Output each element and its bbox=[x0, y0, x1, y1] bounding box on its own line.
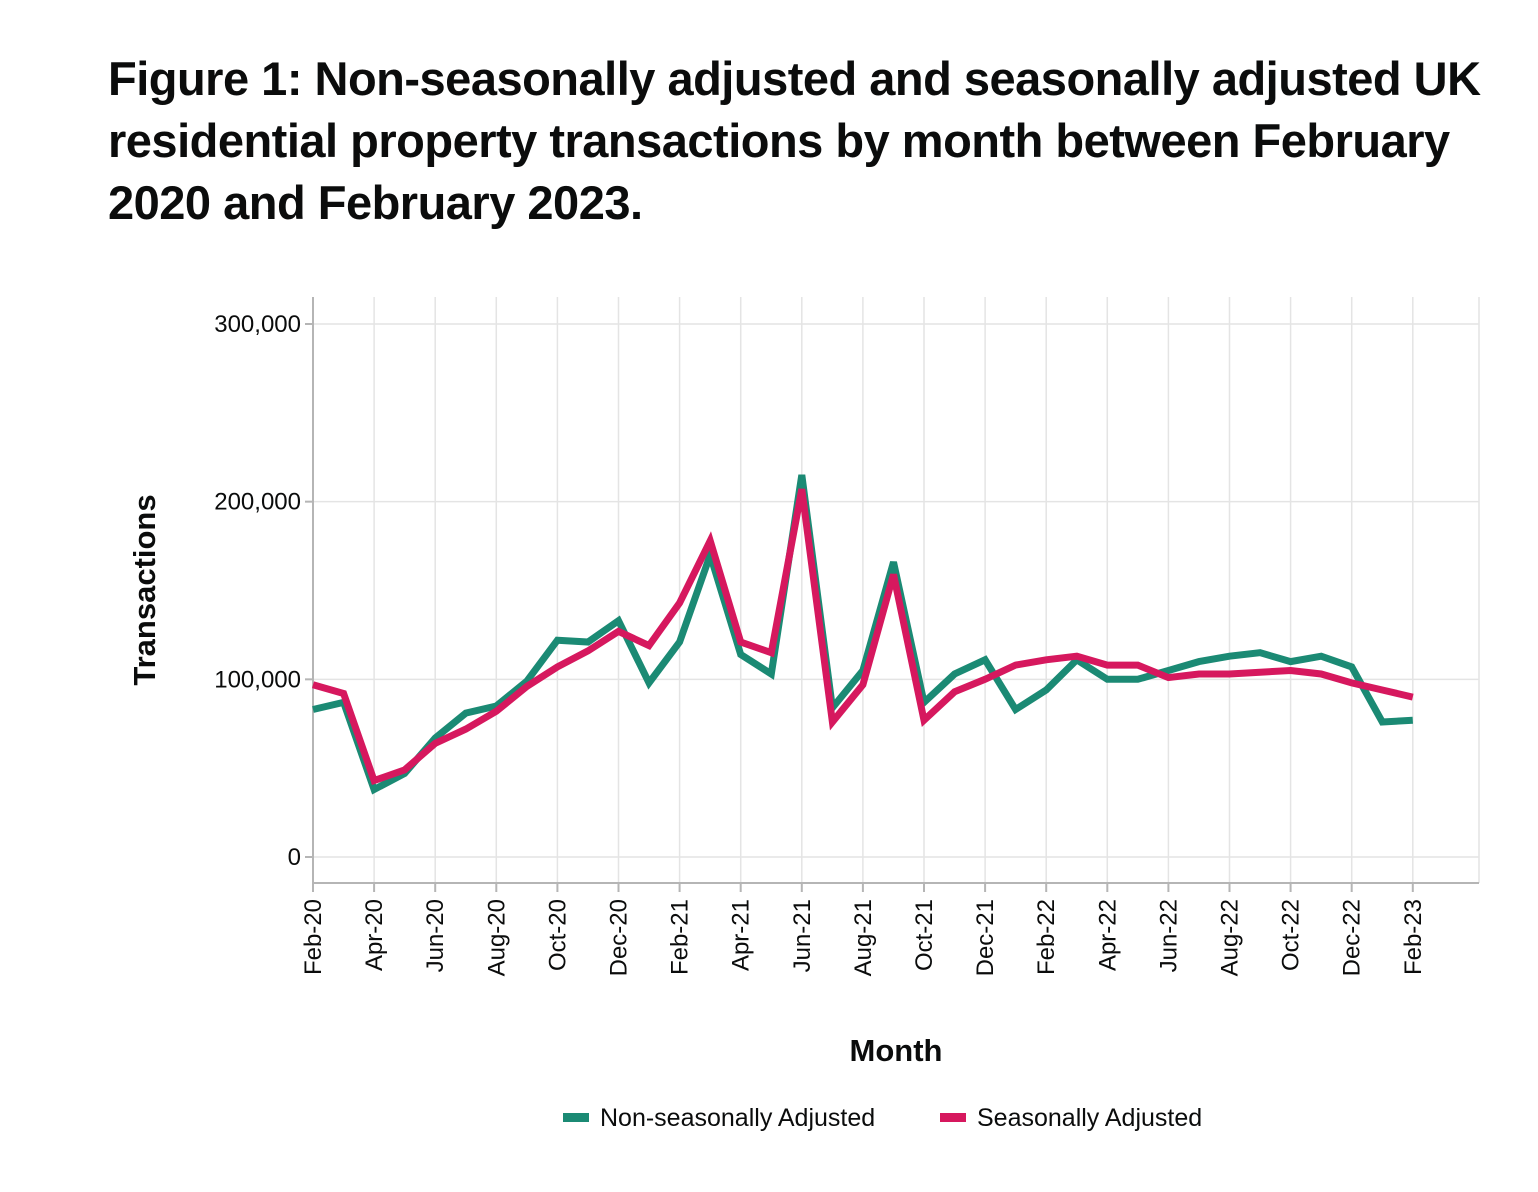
legend-label: Seasonally Adjusted bbox=[977, 1104, 1202, 1132]
y-tick-label: 200,000 bbox=[214, 489, 301, 516]
series-lines bbox=[312, 474, 1414, 795]
x-tick-label: Aug-21 bbox=[850, 899, 877, 976]
x-tick-label: Dec-22 bbox=[1339, 899, 1366, 976]
y-tick-label: 0 bbox=[288, 844, 301, 871]
x-tick-label: Oct-21 bbox=[911, 899, 938, 971]
x-tick-label: Apr-21 bbox=[728, 899, 755, 971]
y-axis: 0 100,000 200,000 300,000 bbox=[214, 297, 314, 883]
series-line-non-seasonally-adjusted bbox=[312, 474, 1414, 795]
x-tick-label: Dec-21 bbox=[972, 899, 999, 976]
x-tick-label: Feb-21 bbox=[667, 899, 694, 975]
x-tick-label: Jun-20 bbox=[422, 899, 449, 972]
x-tick-label: Dec-20 bbox=[606, 899, 633, 976]
y-axis-title: Transactions bbox=[127, 494, 162, 685]
y-tick-label: 100,000 bbox=[214, 666, 301, 693]
legend-swatch bbox=[940, 1113, 966, 1122]
legend-label: Non-seasonally Adjusted bbox=[600, 1104, 875, 1132]
x-tick-label: Aug-22 bbox=[1217, 899, 1244, 976]
x-tick-label: Feb-23 bbox=[1400, 899, 1427, 975]
chart-title: Figure 1: Non-seasonally adjusted and se… bbox=[108, 52, 1481, 229]
y-tick-label: 300,000 bbox=[214, 311, 301, 338]
x-tick-label: Aug-20 bbox=[483, 899, 510, 976]
series-line-seasonally-adjusted bbox=[312, 488, 1414, 786]
x-tick-label: Oct-22 bbox=[1278, 899, 1305, 971]
x-tick-label: Apr-20 bbox=[361, 899, 388, 971]
x-tick-label: Feb-22 bbox=[1033, 899, 1060, 975]
x-tick-label: Jun-21 bbox=[789, 899, 816, 972]
x-tick-label: Oct-20 bbox=[544, 899, 571, 971]
x-tick-label: Feb-20 bbox=[300, 899, 327, 975]
x-tick-label: Jun-22 bbox=[1155, 899, 1182, 972]
x-axis: Feb-20 Apr-20 Jun-20 Aug-20 Oct-20 Dec-20 Feb-… bbox=[300, 882, 1479, 976]
legend-swatch bbox=[563, 1113, 589, 1122]
x-tick-label: Apr-22 bbox=[1094, 899, 1121, 971]
legend: Non-seasonally Adjusted Seasonally Adjust… bbox=[563, 1104, 1202, 1132]
x-axis-title: Month bbox=[850, 1033, 943, 1068]
